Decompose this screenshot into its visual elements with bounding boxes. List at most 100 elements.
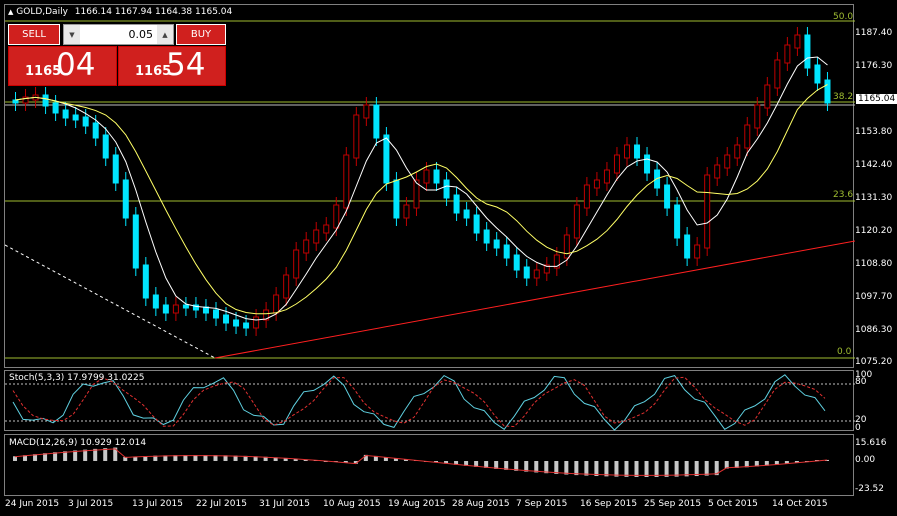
buy-button[interactable]: BUY <box>176 24 226 45</box>
candle <box>603 169 610 184</box>
candle <box>283 274 290 299</box>
macd-bar <box>43 453 48 461</box>
macd-bar <box>23 455 28 461</box>
sell-price-box[interactable]: 1165 04 <box>8 46 117 86</box>
stoch-tick: 80 <box>855 377 867 387</box>
candle <box>443 179 450 199</box>
macd-signal-line <box>14 448 828 476</box>
date-tick: 25 Sep 2015 <box>644 499 702 509</box>
macd-bar <box>103 448 108 461</box>
collapse-triangle-icon[interactable]: ▲ <box>8 8 14 16</box>
candle <box>263 309 270 321</box>
date-tick: 22 Jul 2015 <box>196 499 247 509</box>
macd-bar <box>594 461 599 477</box>
candle <box>473 214 480 234</box>
macd-bar <box>504 461 509 470</box>
macd-bar <box>654 461 659 477</box>
macd-bar <box>794 461 799 463</box>
macd-bar <box>63 451 68 461</box>
candle <box>694 244 701 259</box>
macd-bar <box>33 454 38 461</box>
macd-bar <box>694 461 699 477</box>
buy-price-small: 1165 <box>135 64 172 79</box>
sell-button[interactable]: SELL <box>8 24 60 45</box>
buy-price-box[interactable]: 1165 54 <box>118 46 226 86</box>
macd-bar <box>133 456 138 461</box>
macd-bar <box>534 461 539 473</box>
date-tick: 3 Jul 2015 <box>68 499 114 509</box>
macd-bar <box>614 461 619 477</box>
candle <box>152 294 159 309</box>
price-tick: 1086.30 <box>855 325 893 335</box>
candle <box>543 264 550 274</box>
macd-bar <box>163 455 168 461</box>
candle <box>613 154 620 174</box>
candle <box>313 229 320 244</box>
price-tick: 1187.40 <box>855 28 893 38</box>
candle <box>784 44 791 64</box>
one-click-trading-panel: SELL ▼ 0.05 ▲ BUY 1165 04 1165 54 <box>8 24 226 88</box>
candle <box>82 116 89 127</box>
macd-bar <box>644 461 649 477</box>
macd-bar <box>343 461 348 463</box>
candle <box>483 229 490 244</box>
candle <box>243 322 250 329</box>
candle <box>132 214 139 269</box>
candle <box>453 194 460 214</box>
macd-bar <box>564 461 569 475</box>
stochastic-label: Stoch(5,3,3) 17.9799 31.0225 <box>9 373 145 383</box>
macd-bar <box>484 461 489 468</box>
candle <box>724 154 731 169</box>
candle <box>303 239 310 254</box>
price-tick: 1176.30 <box>855 61 893 71</box>
fib-level-50: 50.0 <box>833 12 854 22</box>
stoch-tick: 0 <box>855 423 861 433</box>
candle <box>363 104 370 119</box>
candle <box>393 179 400 219</box>
macd-bar <box>624 461 629 477</box>
macd-bar <box>574 461 579 476</box>
price-tick: 1075.20 <box>855 357 893 367</box>
price-tick: 1097.70 <box>855 292 893 302</box>
candle <box>523 266 530 279</box>
lot-increase-icon[interactable]: ▲ <box>157 25 173 44</box>
lot-size-field[interactable]: ▼ 0.05 ▲ <box>63 24 174 45</box>
macd-bar <box>153 455 158 461</box>
macd-bar <box>674 461 679 477</box>
lot-size-value[interactable]: 0.05 <box>128 28 154 41</box>
macd-bar <box>724 461 729 469</box>
sell-price-small: 1165 <box>25 64 62 79</box>
candle <box>493 239 500 249</box>
date-tick: 14 Oct 2015 <box>772 499 828 509</box>
candle <box>172 304 179 314</box>
macd-bar <box>13 456 17 461</box>
price-chart-pane[interactable] <box>4 4 855 368</box>
candle <box>12 99 19 104</box>
candle <box>533 269 540 279</box>
candle <box>192 304 199 311</box>
macd-bar <box>444 461 449 464</box>
date-tick: 24 Jun 2015 <box>5 499 60 509</box>
stochastic-canvas <box>5 374 855 431</box>
date-tick: 28 Aug 2015 <box>452 499 510 509</box>
candle <box>573 204 580 239</box>
price-tick: 1120.20 <box>855 226 893 236</box>
macd-bar <box>774 461 779 465</box>
price-tick: 1153.80 <box>855 127 893 137</box>
candle <box>413 179 420 209</box>
candle <box>383 134 390 184</box>
macd-bar <box>253 456 258 461</box>
macd-pane[interactable] <box>4 434 854 496</box>
price-chart-canvas <box>5 20 855 359</box>
ohlc-values: 1166.14 1167.94 1164.38 1165.04 <box>74 7 233 17</box>
candle <box>623 144 630 159</box>
price-tick: 1108.80 <box>855 259 893 269</box>
stoch-tick: 100 <box>855 370 873 380</box>
candle <box>373 104 380 139</box>
stochastic-pane[interactable] <box>4 370 855 431</box>
date-tick: 5 Oct 2015 <box>708 499 758 509</box>
lot-decrease-icon[interactable]: ▼ <box>64 25 80 44</box>
current-price-tag: 1165.04 <box>856 94 897 104</box>
candle <box>593 179 600 189</box>
macd-bar <box>604 461 609 477</box>
